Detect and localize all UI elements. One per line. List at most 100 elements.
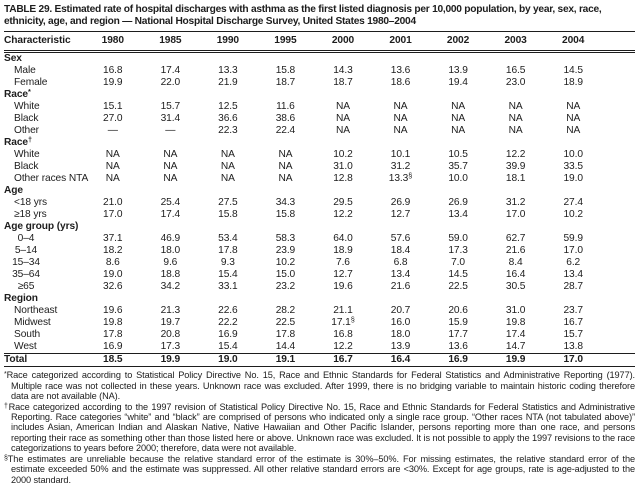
value-cell: 12.7	[333, 269, 353, 281]
value-cell: 37.1	[103, 233, 123, 245]
row-spacer	[602, 341, 635, 354]
value-cell	[487, 52, 545, 66]
value-cell: 17.0	[544, 353, 602, 368]
footnote-text: Race categorized according to the 1997 r…	[8, 401, 635, 454]
value-cell	[487, 185, 545, 197]
value-cell: 17.0	[563, 245, 583, 257]
value-cell: 7.6	[336, 257, 350, 269]
value-cell: 38.6	[275, 113, 296, 125]
value-cell: 10.2	[275, 257, 296, 269]
value-cell	[544, 137, 602, 149]
value-cell: 64.0	[333, 233, 353, 245]
value-cell	[429, 137, 487, 149]
value-cell: 13.4	[448, 209, 468, 221]
value-cell: 6.2	[566, 257, 581, 269]
value-cell: 17.4	[160, 209, 181, 221]
value-cell: 13.9	[448, 65, 468, 77]
table-row: Other races NTA NA NA NA NA 12.8 13.3§ 10.0 18.1…	[4, 171, 635, 185]
row-label: 5–14	[14, 245, 38, 257]
row-spacer	[602, 209, 635, 221]
value-cell: 30.5	[505, 281, 526, 293]
value-cell: NA	[451, 125, 466, 137]
value-cell: 18.4	[390, 245, 411, 257]
column-header-2002: 2002	[429, 31, 487, 54]
value-cell	[372, 185, 430, 197]
value-cell: 13.3§	[388, 171, 413, 185]
value-cell: 15.8	[275, 65, 296, 77]
footnote-marker-dagger: †	[4, 402, 9, 410]
value-cell: 22.6	[218, 305, 238, 317]
value-cell: NA	[566, 101, 581, 113]
value-cell	[84, 185, 142, 197]
value-cell	[487, 221, 545, 233]
value-cell: 19.9	[486, 353, 545, 368]
value-cell: 59.9	[563, 233, 583, 245]
row-label: Black	[14, 161, 39, 173]
row-spacer	[602, 65, 635, 77]
value-cell	[142, 185, 200, 197]
value-cell: 19.8	[103, 317, 123, 329]
row-spacer	[602, 245, 635, 257]
value-cell: 17.8	[275, 329, 296, 341]
value-cell: 16.9	[218, 329, 238, 341]
column-header-2001: 2001	[371, 31, 430, 54]
row-spacer	[602, 257, 635, 269]
row-spacer	[602, 125, 635, 137]
value-cell: 19.6	[103, 305, 123, 317]
value-cell: 19.0	[199, 353, 257, 368]
value-cell: 17.4	[160, 65, 181, 77]
value-cell	[257, 52, 315, 66]
value-cell: 16.8	[103, 65, 123, 77]
value-cell: 10.2	[333, 149, 353, 161]
value-cell: 22.3	[218, 125, 238, 137]
value-cell: 18.2	[103, 245, 123, 257]
value-cell: NA	[393, 113, 408, 125]
row-spacer	[602, 149, 635, 161]
value-cell: 21.9	[218, 77, 238, 89]
value-cell: 18.1	[505, 173, 526, 185]
table-row: 15–34 8.6 9.6 9.3 10.2 7.6 6.8 7.0 8.4 6.2	[4, 257, 635, 269]
value-cell: NA	[508, 125, 523, 137]
value-cell: 18.8	[160, 269, 181, 281]
table-row: West 16.9 17.3 15.4 14.4 12.2 13.9 13.6 14.7 13.8	[4, 341, 635, 354]
row-spacer	[602, 233, 635, 245]
row-spacer	[602, 293, 635, 305]
row-label: Total	[4, 353, 84, 368]
value-cell: 10.5	[448, 149, 468, 161]
table-row: Black NA NA NA NA 31.0 31.2 35.7 39.9 33.5	[4, 161, 635, 173]
value-cell: 27.0	[103, 113, 123, 125]
value-cell: 26.9	[448, 197, 468, 209]
row-label: ≥18 yrs	[14, 209, 47, 221]
row-label: White	[14, 101, 40, 113]
table-row: Other — — 22.3 22.4 NA NA NA NA NA	[4, 125, 635, 137]
value-cell: 12.2	[333, 209, 353, 221]
value-cell	[84, 52, 142, 66]
value-cell	[314, 221, 372, 233]
section-row: Age	[4, 185, 635, 197]
value-cell: NA	[220, 173, 235, 185]
value-cell	[84, 293, 142, 305]
value-cell: NA	[105, 173, 120, 185]
value-cell: 15.7	[160, 101, 181, 113]
table-title: TABLE 29. Estimated rate of hospital dis…	[4, 4, 602, 27]
value-cell: 36.6	[218, 113, 238, 125]
row-label: Male	[14, 65, 36, 77]
value-cell: 32.6	[103, 281, 123, 293]
value-cell	[372, 89, 430, 101]
row-label: South	[14, 329, 41, 341]
value-cell	[487, 293, 545, 305]
value-cell: NA	[335, 113, 350, 125]
value-cell: 15.7	[563, 329, 583, 341]
row-spacer	[602, 137, 635, 149]
value-cell	[199, 52, 257, 66]
value-cell: 16.5	[505, 65, 526, 77]
table-row: ≥18 yrs 17.0 17.4 15.8 15.8 12.2 12.7 13.4 17.0 1…	[4, 209, 635, 221]
value-cell	[372, 221, 430, 233]
value-cell	[544, 89, 602, 101]
row-spacer	[602, 353, 635, 368]
value-cell	[199, 89, 257, 101]
footnote-text: The estimates are unreliable because the…	[7, 453, 635, 485]
row-spacer	[602, 52, 635, 66]
row-spacer	[602, 305, 635, 317]
value-cell: 8.6	[105, 257, 120, 269]
